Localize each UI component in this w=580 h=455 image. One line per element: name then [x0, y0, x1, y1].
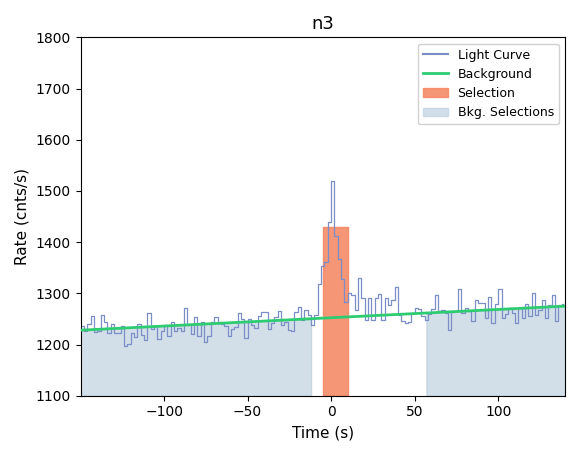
Legend: Light Curve, Background, Selection, Bkg. Selections: Light Curve, Background, Selection, Bkg.…	[418, 44, 559, 124]
Y-axis label: Rate (cnts/s): Rate (cnts/s)	[15, 168, 30, 265]
Title: n3: n3	[311, 15, 334, 33]
X-axis label: Time (s): Time (s)	[292, 425, 354, 440]
